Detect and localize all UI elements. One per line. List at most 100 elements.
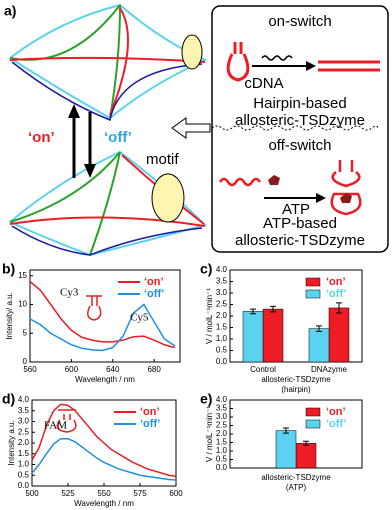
edge xyxy=(9,151,121,256)
panel-label: d) xyxy=(2,391,15,407)
line-series xyxy=(29,303,176,352)
y-axis-label: V / molL⁻¹min⁻¹ xyxy=(205,406,214,462)
x-tick-label: 680 xyxy=(147,365,161,374)
edge xyxy=(11,61,203,122)
folded-icon xyxy=(330,160,362,216)
x-axis-label: allosteric-TSDzyme xyxy=(261,375,331,384)
x-tick-label: 500 xyxy=(25,489,39,498)
x-tick-label: 525 xyxy=(61,489,75,498)
duplex-icon xyxy=(318,60,380,72)
y-axis-label: V / molL⁻¹min⁻¹ xyxy=(205,288,214,344)
y-tick-label: 1.0 xyxy=(18,460,30,469)
error-bar xyxy=(250,308,256,315)
hairpin-icon xyxy=(56,409,77,433)
x-axis-label: (ATP) xyxy=(286,483,307,492)
x-tick-label: 640 xyxy=(106,365,120,374)
motif-label: motif xyxy=(146,151,179,168)
atp-label: ATP xyxy=(282,201,310,218)
annotation: FAM xyxy=(44,420,67,432)
x-tick-label: DNAzyme xyxy=(311,365,348,374)
y-tick-label: 3.5 xyxy=(18,406,30,415)
legend-swatch xyxy=(305,419,321,429)
legend-label: ‘on’ xyxy=(144,276,164,288)
arrowhead xyxy=(68,104,80,118)
x-axis-label: Wavelength / nm xyxy=(75,375,135,384)
arrowhead xyxy=(316,193,326,203)
x-tick-label: 600 xyxy=(169,489,183,498)
y-tick-label: 3.0 xyxy=(18,417,30,426)
x-tick-label: 550 xyxy=(97,489,111,498)
edge xyxy=(9,4,121,119)
bar xyxy=(262,308,284,363)
annotation: Cy3 xyxy=(60,287,79,299)
hollow-arrow xyxy=(171,117,211,139)
bar xyxy=(308,328,330,363)
bar xyxy=(295,443,317,469)
y-tick-label: 4.0 xyxy=(216,395,228,404)
atp-icon xyxy=(340,193,352,203)
error-bar xyxy=(270,305,276,313)
y-tick-label: 3.5 xyxy=(216,404,228,413)
x-axis-label: (hairpin) xyxy=(281,385,311,394)
y-tick-label: 2.5 xyxy=(18,427,30,436)
legend-swatch xyxy=(305,289,321,299)
y-tick-label: 1.5 xyxy=(18,449,30,458)
off-label: ‘off’ xyxy=(104,129,132,146)
cdna-icon xyxy=(261,55,293,61)
off-switch-title: off-switch xyxy=(268,137,331,154)
x-axis-label: Wavelength / nm xyxy=(74,499,134,508)
axes-frame xyxy=(29,269,181,363)
panel-label: e) xyxy=(200,391,212,407)
y-tick-label: 0.0 xyxy=(18,481,30,490)
y-tick-label: 1.0 xyxy=(216,334,228,343)
y-tick-label: 3.0 xyxy=(216,288,228,297)
line-series xyxy=(29,280,176,349)
y-tick-label: 4.0 xyxy=(18,395,30,404)
edge xyxy=(9,150,207,257)
y-tick-label: 3.0 xyxy=(216,412,228,421)
legend-label: ‘off’ xyxy=(140,418,160,430)
box-text: ATP-based xyxy=(263,215,337,232)
line-series xyxy=(31,403,177,478)
x-axis-label: allosteric-TSDzyme xyxy=(261,473,331,482)
error-bar xyxy=(303,440,309,446)
motif-shape xyxy=(151,173,185,223)
panel-label: a) xyxy=(4,3,16,19)
switch-box xyxy=(211,5,389,253)
y-tick-label: 0.5 xyxy=(216,346,228,355)
legend-label: ‘off’ xyxy=(144,288,164,300)
legend-label: ‘on’ xyxy=(140,406,160,418)
legend-label: ‘off’ xyxy=(326,418,346,430)
y-tick-label: 0.5 xyxy=(18,470,30,479)
y-axis-label: Intensity/ a.u. xyxy=(5,292,14,340)
line-series xyxy=(31,437,177,481)
y-tick-label: 2.0 xyxy=(216,429,228,438)
y-tick-label: 10 xyxy=(18,300,27,309)
x-tick-label: 560 xyxy=(23,365,37,374)
y-tick-label: 15 xyxy=(18,271,27,280)
x-tick-label: 575 xyxy=(133,489,147,498)
on-switch-title: on-switch xyxy=(268,13,331,30)
annotation: Cy5 xyxy=(130,312,149,324)
error-bar xyxy=(336,302,342,314)
bar xyxy=(328,307,350,363)
y-tick-label: 3.5 xyxy=(216,277,228,286)
x-tick-label: Control xyxy=(250,365,276,374)
y-axis-label: Intensity a.u. xyxy=(7,420,16,465)
atp-icon xyxy=(268,175,280,185)
motif-shape xyxy=(181,34,203,70)
bar xyxy=(242,311,264,363)
legend-label: ‘on’ xyxy=(326,406,346,418)
y-tick-label: 1.5 xyxy=(216,438,228,447)
y-tick-label: 2.5 xyxy=(216,421,228,430)
y-tick-label: 2.5 xyxy=(216,300,228,309)
edge xyxy=(9,7,206,116)
y-tick-label: 5 xyxy=(23,328,28,337)
y-tick-label: 0 xyxy=(23,357,28,366)
box-text: allosteric-TSDzyme xyxy=(235,232,365,249)
arrowhead xyxy=(84,164,96,178)
arrowhead xyxy=(306,61,316,71)
panel-label: c) xyxy=(200,261,212,277)
edge xyxy=(11,225,203,256)
